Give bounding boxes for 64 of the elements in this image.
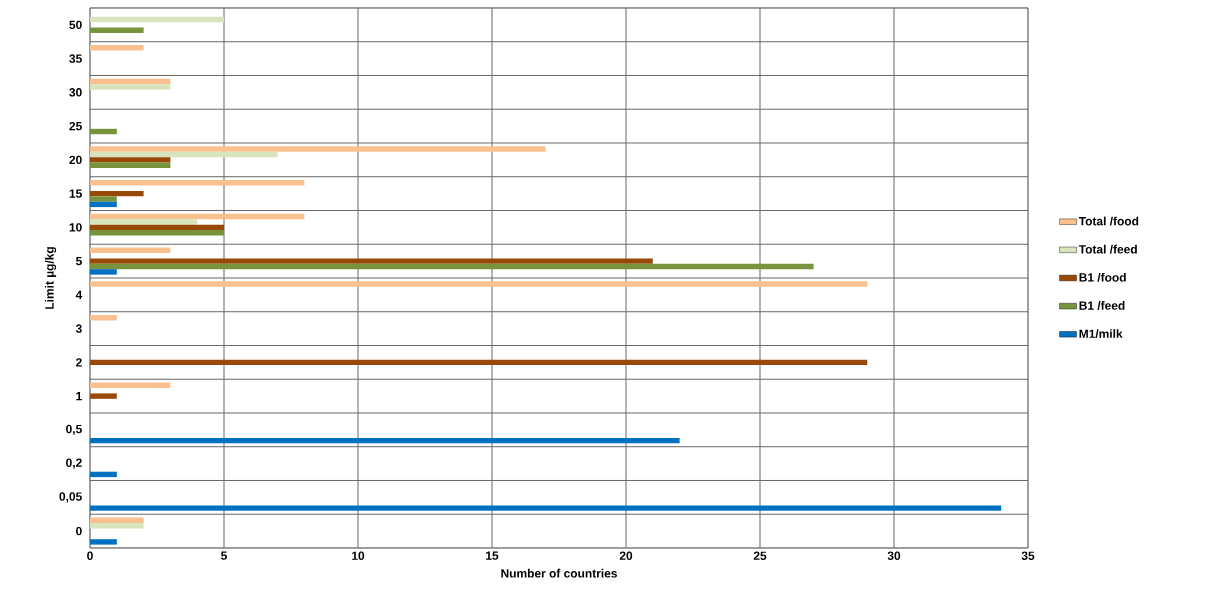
bar xyxy=(90,16,225,23)
x-tick-label: 10 xyxy=(352,551,365,560)
x-axis-title: Number of countries xyxy=(501,568,617,578)
bar xyxy=(90,230,225,236)
x-tick-label: 30 xyxy=(887,551,901,560)
bar xyxy=(90,190,144,197)
bar xyxy=(90,219,198,225)
x-tick-label: 35 xyxy=(1021,551,1035,560)
y-tick-label: 0,05 xyxy=(59,492,82,503)
bar xyxy=(90,315,117,321)
bar xyxy=(90,382,171,389)
bar xyxy=(90,128,117,135)
bar xyxy=(90,45,144,51)
bar xyxy=(90,151,278,158)
y-tick-label: 50 xyxy=(69,20,82,30)
bar xyxy=(90,471,117,478)
y-tick-label: 2 xyxy=(76,358,82,367)
bar xyxy=(90,224,225,231)
bar xyxy=(90,247,171,254)
legend-label: M1/milk xyxy=(1079,329,1123,339)
y-tick-label: 1 xyxy=(76,392,82,401)
y-tick-label: 5 xyxy=(75,256,82,266)
y-tick-label: 0 xyxy=(76,526,82,536)
y-tick-label: 4 xyxy=(75,290,83,299)
y-tick-label: 25 xyxy=(69,121,82,131)
bar xyxy=(90,505,1002,511)
bar xyxy=(90,157,171,163)
y-tick-label: 35 xyxy=(69,54,82,63)
bar xyxy=(90,201,117,208)
x-tick-label: 25 xyxy=(753,551,767,560)
bar xyxy=(90,517,144,524)
y-tick-label: 20 xyxy=(69,155,82,165)
bar xyxy=(90,263,814,270)
bar xyxy=(90,180,305,186)
x-tick-label: 15 xyxy=(486,551,499,560)
bar xyxy=(90,196,117,202)
legend-label: B1 /feed xyxy=(1079,301,1125,310)
bar xyxy=(90,281,868,287)
y-tick-label: 3 xyxy=(75,324,82,333)
bar xyxy=(90,27,144,33)
x-tick-label: 20 xyxy=(619,551,633,560)
y-tick-label: 0,5 xyxy=(66,424,82,435)
x-tick-label: 5 xyxy=(221,551,227,560)
legend-label: Total /feed xyxy=(1078,244,1137,254)
y-tick-label: 10 xyxy=(69,223,82,232)
bar xyxy=(90,84,171,90)
y-tick-label: 30 xyxy=(69,88,82,97)
legend-label: Total /food xyxy=(1078,216,1139,226)
bar xyxy=(90,162,171,168)
bar xyxy=(90,523,144,529)
x-tick-label: 0 xyxy=(87,551,93,560)
bar xyxy=(90,437,680,444)
y-tick-label: 15 xyxy=(69,189,82,198)
bar xyxy=(90,359,868,366)
y-axis-title: Limit µg/kg xyxy=(44,247,57,309)
legend-label: B1 /food xyxy=(1079,272,1126,282)
bar xyxy=(90,393,117,399)
bar xyxy=(90,258,653,264)
y-tick-label: 0,2 xyxy=(66,458,82,469)
bar xyxy=(90,146,546,152)
bar xyxy=(90,269,117,275)
bar xyxy=(90,539,117,545)
bar xyxy=(90,213,305,220)
bar xyxy=(90,78,171,85)
